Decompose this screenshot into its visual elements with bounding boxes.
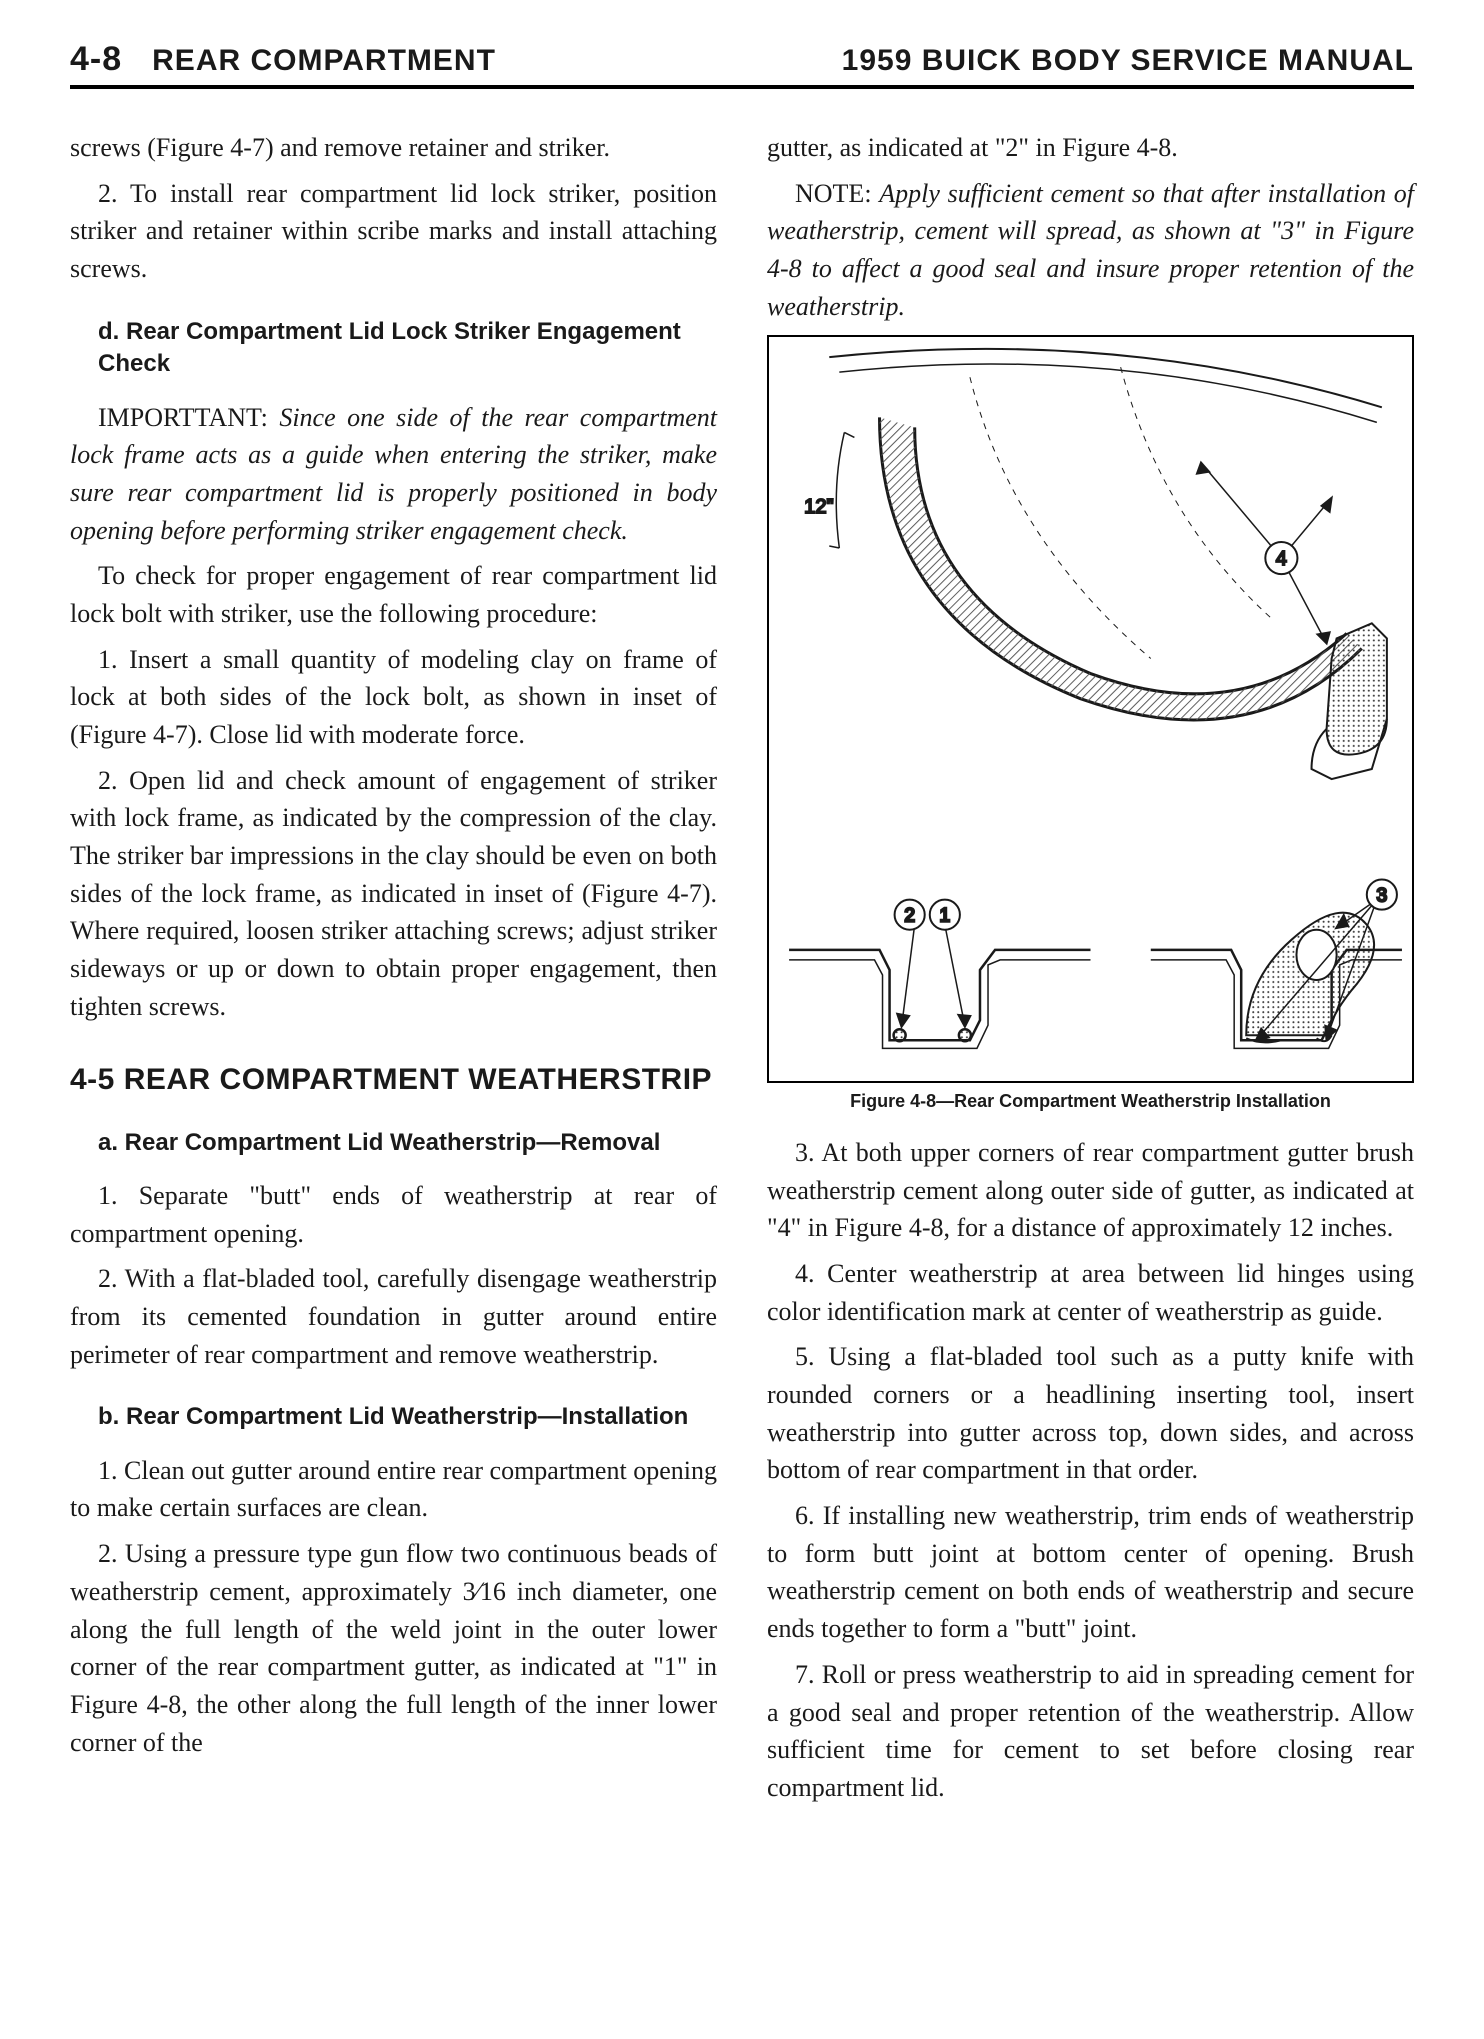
subheading-a: a. Rear Compartment Lid Weatherstrip—Rem… [98, 1127, 717, 1159]
figure-label-12in: 12" [804, 496, 833, 518]
note-paragraph: NOTE: Apply sufficient cement so that af… [767, 175, 1414, 326]
list-item: 3. At both upper corners of rear compart… [767, 1134, 1414, 1247]
paragraph: screws (Figure 4-7) and remove retainer … [70, 129, 717, 167]
page-header: 4-8 REAR COMPARTMENT 1959 BUICK BODY SER… [70, 40, 1414, 89]
manual-title: 1959 BUICK BODY SERVICE MANUAL [842, 44, 1414, 78]
list-item: 1. Separate "butt" ends of weatherstrip … [70, 1177, 717, 1252]
figure-callout-3: 3 [1377, 886, 1388, 907]
figure-callout-1: 1 [940, 906, 951, 927]
paragraph: gutter, as indicated at "2" in Figure 4-… [767, 129, 1414, 167]
important-label: IMPORTTANT: [98, 403, 279, 432]
list-item: 2. With a flat-bladed tool, carefully di… [70, 1260, 717, 1373]
subheading-b: b. Rear Compartment Lid Weatherstrip—Ins… [98, 1401, 717, 1433]
figure-svg: 12" 4 [769, 337, 1412, 1080]
list-item: 6. If installing new weatherstrip, trim … [767, 1497, 1414, 1648]
list-item: 5. Using a flat-bladed tool such as a pu… [767, 1338, 1414, 1489]
figure-callout-2: 2 [904, 906, 915, 927]
list-item: 2. Open lid and check amount of engageme… [70, 762, 717, 1026]
note-label: NOTE: [795, 179, 879, 208]
left-column: screws (Figure 4-7) and remove retainer … [70, 129, 717, 1815]
list-item: 1. Insert a small quantity of modeling c… [70, 641, 717, 754]
paragraph: IMPORTTANT: Since one side of the rear c… [70, 399, 717, 550]
figure-caption: Figure 4-8—Rear Compartment Weatherstrip… [767, 1091, 1414, 1112]
list-item: 4. Center weatherstrip at area between l… [767, 1255, 1414, 1330]
figure-callout-4: 4 [1276, 549, 1287, 571]
list-item: 2. Using a pressure type gun flow two co… [70, 1535, 717, 1761]
section-title: REAR COMPARTMENT [152, 44, 496, 78]
body-columns: screws (Figure 4-7) and remove retainer … [70, 129, 1414, 1815]
list-item: 2. To install rear compartment lid lock … [70, 175, 717, 288]
page: 4-8 REAR COMPARTMENT 1959 BUICK BODY SER… [0, 0, 1484, 2039]
header-left: 4-8 REAR COMPARTMENT [70, 40, 496, 79]
figure-4-8: 12" 4 [767, 335, 1414, 1082]
section-heading-4-5: 4-5 REAR COMPARTMENT WEATHERSTRIP [70, 1060, 717, 1099]
page-number: 4-8 [70, 40, 122, 79]
list-item: 7. Roll or press weatherstrip to aid in … [767, 1656, 1414, 1807]
list-item: 1. Clean out gutter around entire rear c… [70, 1452, 717, 1527]
subheading-d: d. Rear Compartment Lid Lock Striker Eng… [98, 316, 717, 381]
right-column: gutter, as indicated at "2" in Figure 4-… [767, 129, 1414, 1815]
paragraph: To check for proper engagement of rear c… [70, 557, 717, 632]
